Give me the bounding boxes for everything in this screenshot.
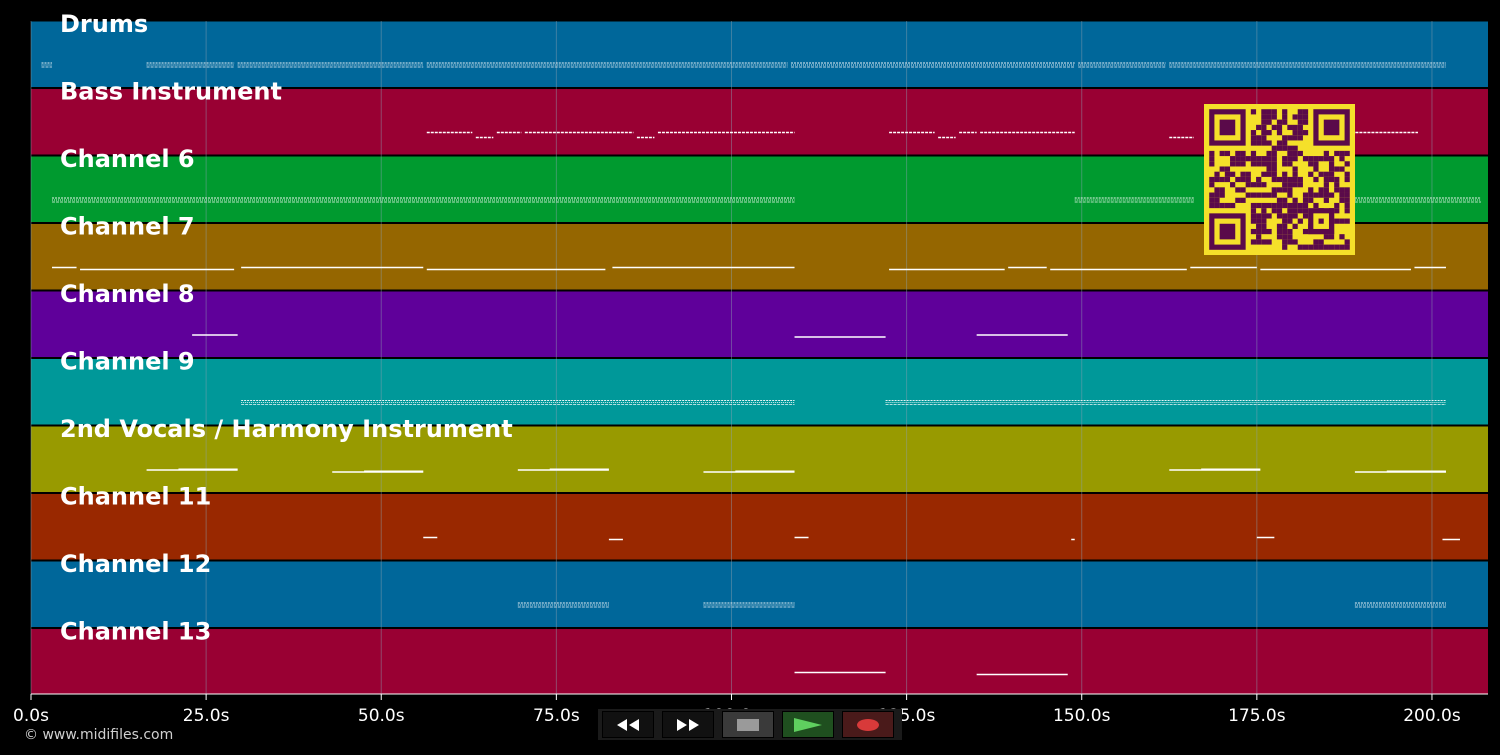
- axis-tick-label: 50.0s: [358, 706, 405, 726]
- track-lane: [31, 561, 1488, 627]
- track-lane: [31, 494, 1488, 560]
- stop-button[interactable]: [722, 711, 774, 738]
- track-label: Bass Instrument: [60, 78, 282, 106]
- note-segment: [146, 468, 238, 471]
- note-segment: [1078, 62, 1166, 68]
- track-label: Drums: [60, 10, 148, 38]
- note-segment: [146, 62, 235, 68]
- stop-icon: [737, 718, 759, 731]
- axis-tick-label: 200.0s: [1403, 706, 1461, 726]
- track-label: Channel 8: [60, 280, 195, 308]
- play-button[interactable]: [782, 711, 834, 738]
- note-segment: [332, 470, 424, 473]
- track-labels: Drums Bass Instrument Channel 6 Channel 7 Ch…: [60, 10, 513, 646]
- track-label: Channel 6: [60, 145, 195, 173]
- track-lane: [31, 21, 1488, 87]
- note-segment: [1354, 602, 1446, 608]
- track-lane: [31, 629, 1488, 695]
- transport-controls: [598, 709, 902, 740]
- note-segment: [1074, 197, 1194, 203]
- axis-tick-label: 175.0s: [1228, 706, 1286, 726]
- copyright-text: © www.midifiles.com: [24, 727, 174, 743]
- track-lane: [31, 291, 1488, 357]
- note-segment: [1169, 468, 1261, 471]
- track-label: 2nd Vocals / Harmony Instrument: [60, 415, 513, 443]
- axis-tick-label: 150.0s: [1053, 706, 1111, 726]
- note-segment: [1169, 62, 1446, 68]
- rewind-icon: [617, 718, 639, 731]
- fast-forward-button[interactable]: [662, 711, 714, 738]
- track-lane: [31, 426, 1488, 492]
- track-label: Channel 12: [60, 550, 211, 578]
- track-label: Channel 11: [60, 483, 211, 511]
- note-segment: [517, 468, 609, 471]
- axis-tick-label: 25.0s: [183, 706, 230, 726]
- qr-code-icon: [1204, 104, 1355, 255]
- note-layer: [41, 62, 1481, 676]
- note-segment: [52, 197, 795, 203]
- time-grid: [30, 21, 1433, 696]
- track-label: Channel 13: [60, 618, 211, 646]
- note-segment: [1354, 197, 1481, 203]
- note-segment: [791, 62, 1075, 68]
- axis-tick-label: 75.0s: [533, 706, 580, 726]
- note-segment: [426, 62, 788, 68]
- record-button[interactable]: [842, 711, 894, 738]
- note-segment: [885, 400, 1446, 405]
- note-segment: [41, 62, 53, 68]
- note-segment: [241, 400, 795, 405]
- axis-tick-label: 0.0s: [13, 706, 49, 726]
- track-label: Channel 9: [60, 348, 195, 376]
- track-label: Channel 7: [60, 213, 195, 241]
- note-segment: [703, 470, 795, 473]
- fast-forward-icon: [677, 718, 699, 731]
- note-segment: [703, 602, 795, 608]
- note-segment: [237, 62, 424, 68]
- play-icon: [794, 717, 822, 732]
- note-segment: [1354, 470, 1446, 473]
- note-segment: [517, 602, 609, 608]
- rewind-button[interactable]: [602, 711, 654, 738]
- track-lane: [31, 359, 1488, 425]
- record-icon: [857, 718, 879, 731]
